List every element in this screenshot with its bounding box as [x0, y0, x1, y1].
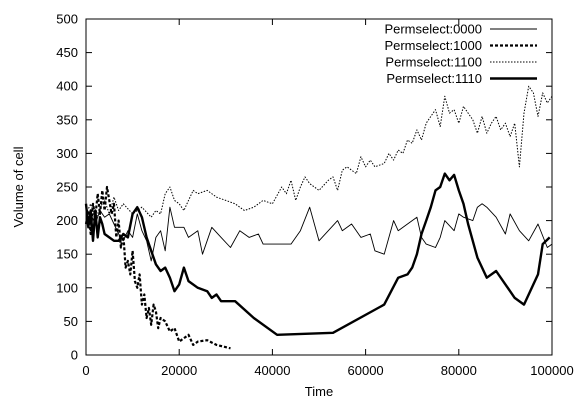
- y-tick-label: 300: [56, 146, 78, 161]
- y-tick-label: 200: [56, 213, 78, 228]
- legend-label: Permselect:1110: [386, 71, 482, 86]
- legend-label: Permselect:1100: [385, 55, 482, 70]
- series-line-1: [85, 203, 553, 262]
- x-tick-label: 0: [82, 363, 89, 378]
- y-tick-label: 450: [56, 45, 78, 60]
- x-tick-label: 20000: [161, 363, 197, 378]
- x-tick-label: 40000: [254, 363, 290, 378]
- x-tick-label: 100000: [530, 363, 573, 378]
- legend-label: Permselect:1000: [384, 38, 482, 53]
- y-tick-label: 400: [56, 79, 78, 94]
- legend-label: Permselect:0000: [384, 22, 482, 37]
- series-line-3: [85, 85, 553, 222]
- axis-ticks: 0 20000 40000 60000 80000 100000 0 50 100 150 200 2…: [56, 12, 573, 379]
- series-line-4: [84, 172, 551, 336]
- x-tick-label: 60000: [348, 363, 384, 378]
- x-tick-label: 80000: [441, 363, 477, 378]
- plot-area: [85, 18, 553, 356]
- x-axis-title: Time: [305, 384, 333, 399]
- y-tick-label: 50: [64, 314, 78, 329]
- y-tick-label: 150: [56, 247, 78, 262]
- y-tick-label: 350: [56, 112, 78, 127]
- series-line-2: [84, 185, 231, 350]
- y-tick-label: 100: [56, 280, 78, 295]
- y-axis-title: Volume of cell: [11, 146, 26, 227]
- y-tick-label: 250: [56, 180, 78, 195]
- series-lines: [84, 85, 553, 350]
- y-tick-label: 0: [71, 348, 78, 363]
- y-tick-label: 500: [56, 12, 78, 27]
